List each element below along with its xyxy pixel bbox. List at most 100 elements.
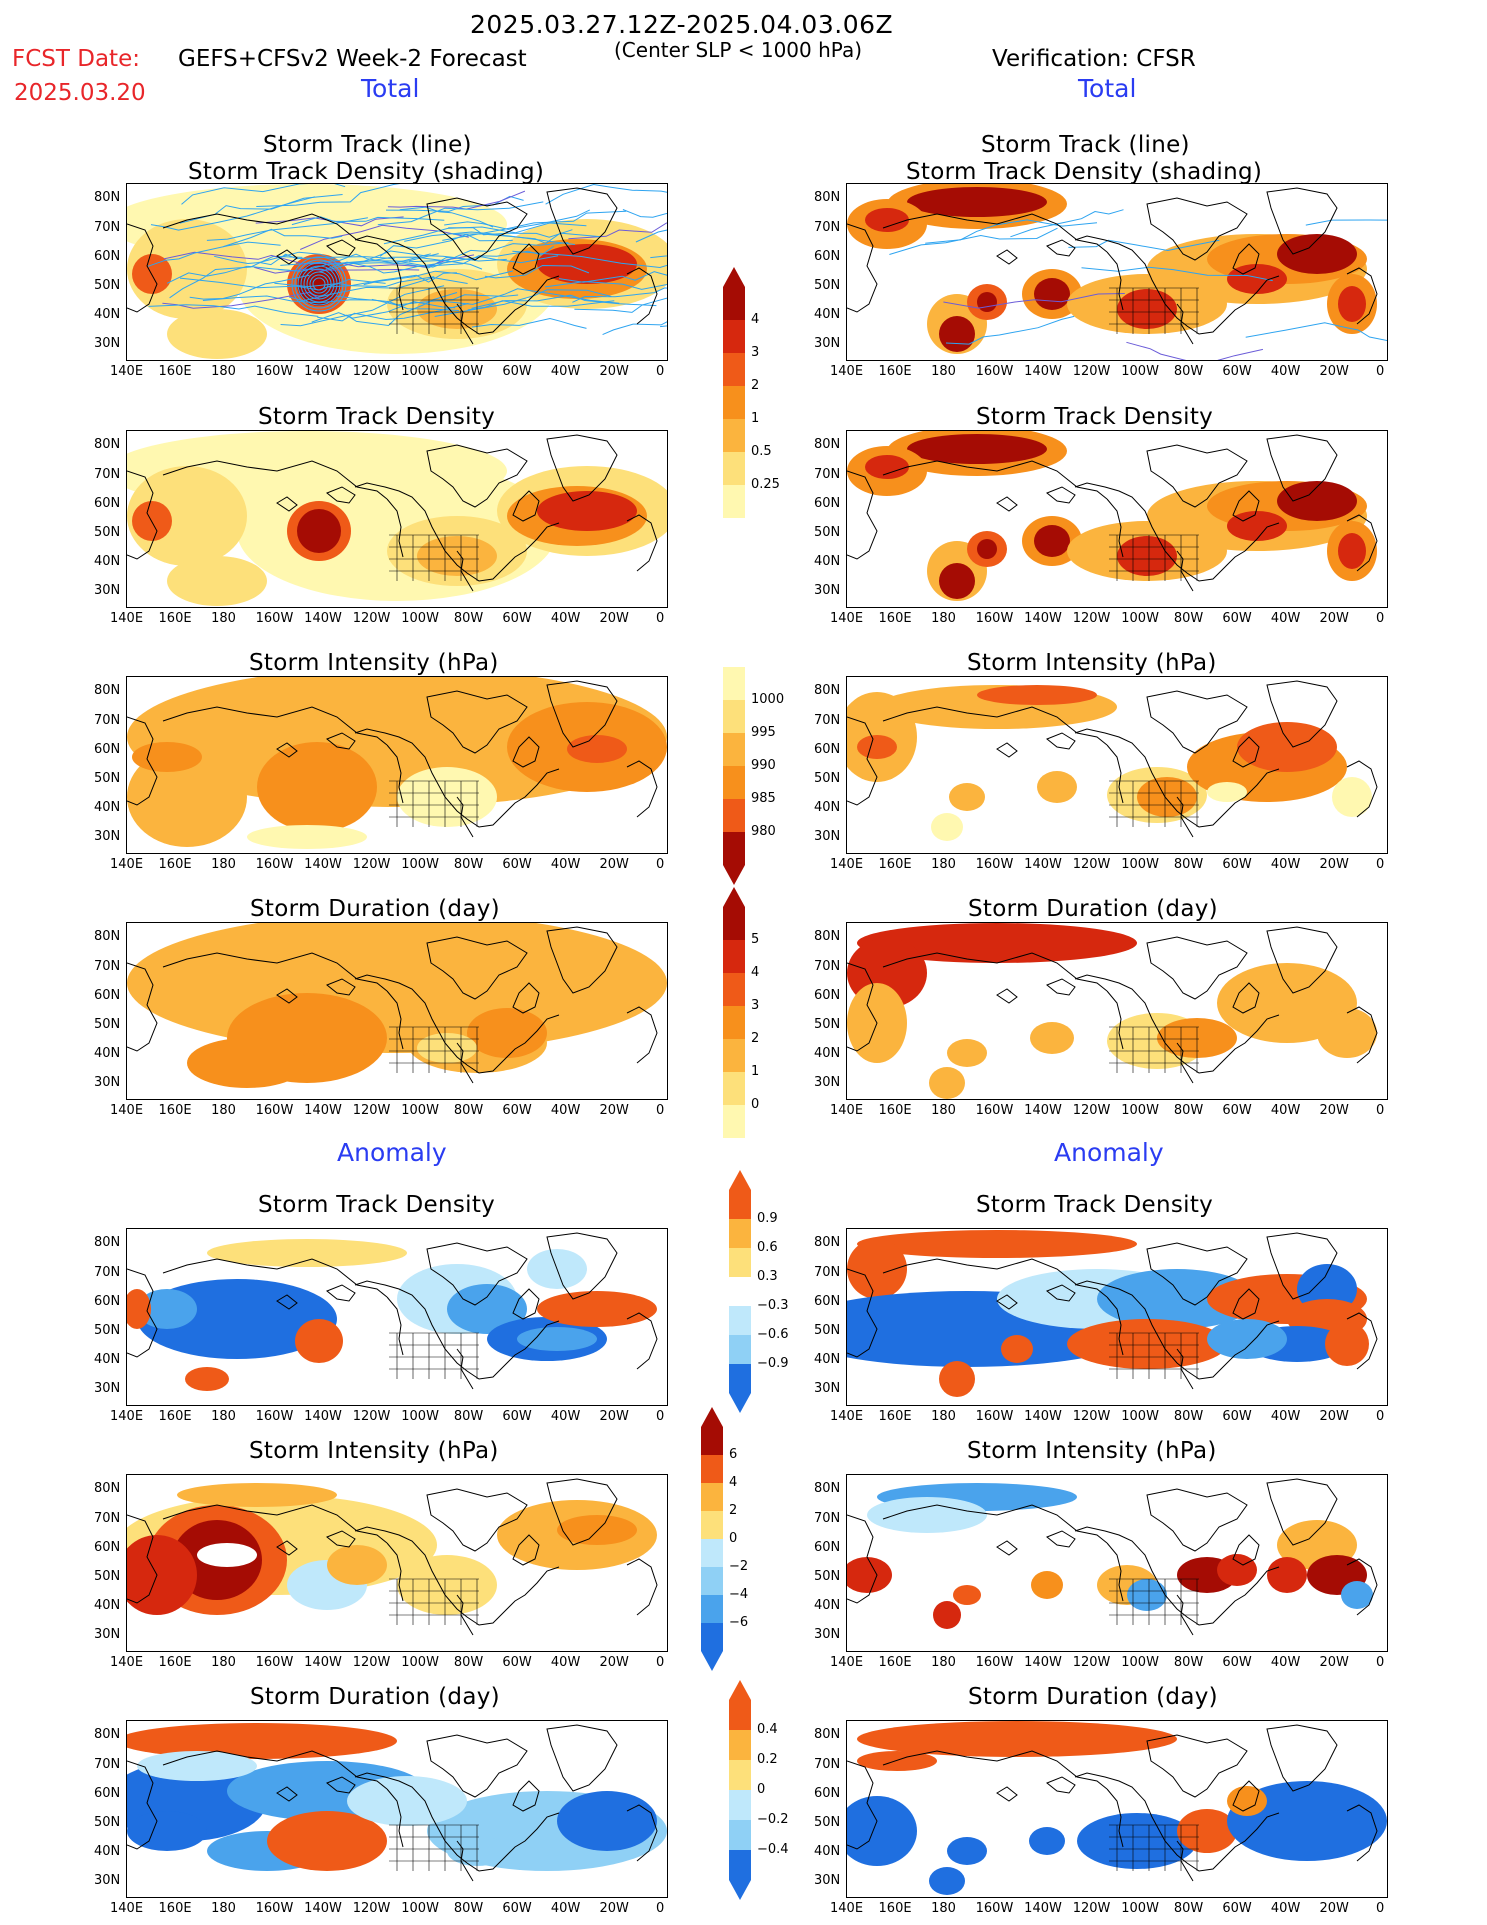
lon-tick-label: 140W	[304, 857, 342, 872]
shade-region	[1067, 1319, 1227, 1369]
coastline	[847, 1760, 878, 1850]
colorbar-duration-anomaly	[729, 1680, 751, 1900]
coastline	[1046, 732, 1076, 750]
lon-tick-label: 100W	[1121, 1103, 1159, 1118]
storm-track-line	[363, 270, 514, 286]
storm-track-line	[1081, 266, 1273, 282]
shade-region	[1029, 1827, 1065, 1855]
coastline	[426, 1734, 528, 1798]
lon-tick-label: 120W	[1072, 1901, 1111, 1916]
coastline	[386, 1296, 404, 1356]
shade-region	[1030, 1022, 1074, 1054]
storm-track-line	[437, 288, 620, 305]
storm-track-line	[206, 217, 368, 241]
shade-region	[977, 685, 1097, 705]
lat-tick-label: 60N	[94, 249, 121, 264]
lat-tick-label: 60N	[94, 1786, 121, 1801]
lon-tick-label: 20W	[1319, 1409, 1349, 1424]
shade-region	[397, 1555, 497, 1615]
lon-tick-label: 140W	[1024, 1901, 1062, 1916]
lon-tick-label: 40W	[550, 1655, 581, 1670]
storm-track-line	[1245, 322, 1387, 341]
colorbar-density-anomaly-segment	[729, 1364, 751, 1393]
coastline	[127, 716, 158, 806]
lat-tick-label: 50N	[94, 771, 121, 786]
coastline	[276, 249, 298, 265]
coastline	[354, 728, 560, 828]
lat-tick-label: 30N	[94, 829, 121, 844]
lon-tick-label: 100W	[401, 1103, 439, 1118]
lat-tick-label: 50N	[94, 1323, 121, 1338]
colorbar-duration-label: 2	[751, 1031, 760, 1046]
lon-tick-label: 160E	[158, 364, 192, 379]
shade-region	[1237, 722, 1337, 772]
lon-tick-label: 120W	[1072, 857, 1111, 872]
map-intensity-left-svg	[127, 677, 667, 849]
map-intensity-right-svg	[847, 680, 1378, 841]
coastline	[1346, 1312, 1378, 1370]
lon-tick-label: 180	[931, 857, 956, 872]
coastline	[386, 1788, 404, 1848]
lon-tick-label: 20W	[1319, 611, 1349, 626]
storm-track-line	[635, 229, 667, 243]
lon-tick-label: 100W	[401, 857, 439, 872]
colorbar-density-segment	[723, 452, 745, 485]
lon-tick-label: 120W	[1072, 1409, 1111, 1424]
lat-tick-label: 50N	[94, 1815, 121, 1830]
colorbar-density-anomaly-label: 0.9	[757, 1211, 778, 1226]
shade-region	[1177, 1809, 1237, 1853]
coastline	[162, 706, 388, 746]
colorbar-intensity-anomaly-bottom-arrow	[701, 1651, 723, 1671]
shade-region	[207, 1239, 407, 1267]
coastline	[512, 1780, 540, 1812]
coastline	[1106, 498, 1124, 558]
coastline	[386, 251, 404, 311]
lon-tick-label: 140E	[110, 857, 144, 872]
colorbar-duration-segment	[723, 1072, 745, 1105]
storm-track-line	[335, 256, 483, 270]
coastline	[1046, 1776, 1076, 1794]
lon-tick-label: 160E	[158, 1655, 192, 1670]
verification-label: Verification: CFSR	[992, 46, 1196, 72]
lon-tick-label: 160E	[158, 857, 192, 872]
lon-tick-label: 140E	[830, 1901, 864, 1916]
shade-region	[1217, 1554, 1257, 1586]
title-density-anom-left: Storm Track Density	[258, 1192, 496, 1218]
storm-track-line	[300, 224, 469, 250]
storm-track-line	[943, 293, 1125, 309]
colorbar-density-label: 2	[751, 378, 760, 393]
colorbar-intensity-anomaly-top-arrow	[701, 1407, 723, 1427]
coastline	[512, 1288, 540, 1320]
shade-region	[857, 1230, 1137, 1258]
colorbar-density-segment	[723, 386, 745, 419]
map-density-anomaly-left-svg	[127, 1232, 658, 1391]
shade-region	[397, 767, 497, 827]
coastline	[1232, 1534, 1260, 1566]
lon-tick-label: 40W	[1270, 611, 1301, 626]
coastline	[426, 936, 528, 1000]
shade-region	[447, 1284, 527, 1334]
lon-tick-label: 180	[211, 364, 236, 379]
shade-region	[857, 1721, 1177, 1757]
lon-tick-label: 180	[211, 1655, 236, 1670]
lon-tick-label: 180	[931, 364, 956, 379]
lat-tick-label: 50N	[814, 1569, 841, 1584]
coastline	[996, 1294, 1018, 1310]
coastline	[326, 1530, 356, 1548]
lat-tick-label: 80N	[94, 1727, 121, 1742]
shade-region	[953, 1585, 981, 1605]
coastline	[426, 1488, 528, 1552]
shade-region	[127, 466, 247, 566]
lon-tick-label: 40W	[550, 1103, 581, 1118]
coastline	[1106, 744, 1124, 804]
coastline	[162, 213, 388, 253]
lon-tick-label: 140E	[830, 1655, 864, 1670]
lon-tick-label: 80W	[453, 1655, 484, 1670]
colorbar-intensity-label: 1000	[751, 692, 785, 707]
storm-track-line	[363, 250, 507, 262]
lon-tick-label: 120W	[352, 1409, 391, 1424]
lon-tick-label: 100W	[1121, 1409, 1159, 1424]
lon-tick-label: 0	[656, 364, 665, 379]
lat-tick-label: 70N	[814, 220, 841, 235]
coastline	[1232, 1288, 1260, 1320]
